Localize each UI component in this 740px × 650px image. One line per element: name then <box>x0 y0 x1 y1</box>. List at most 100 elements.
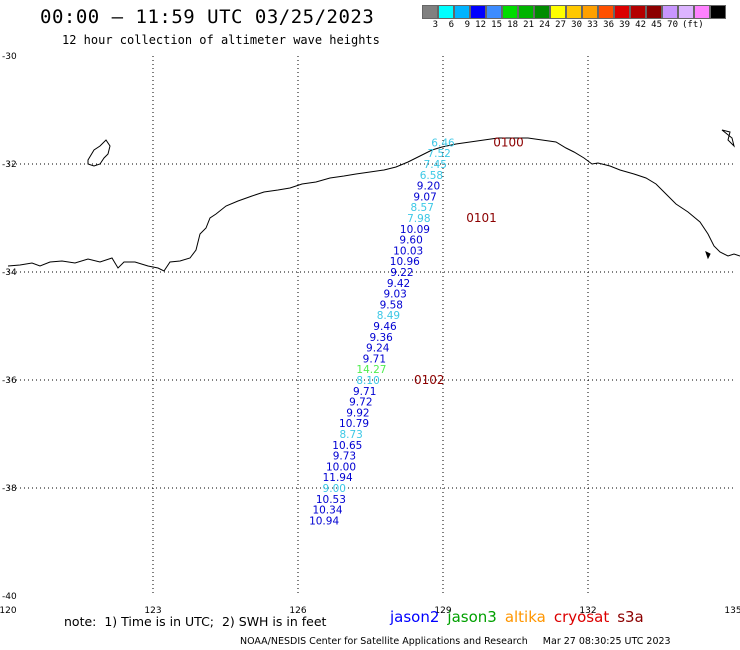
eastern-inlet <box>721 129 735 148</box>
satellite-label: altika <box>504 608 546 626</box>
swh-label: 9.20 <box>417 181 440 193</box>
legend-label: 3 <box>432 20 438 30</box>
lon-tick-label: 132 <box>579 606 596 616</box>
coastline <box>7 129 740 272</box>
swh-label: 9.72 <box>349 397 372 409</box>
australia-south-coast <box>7 137 740 272</box>
legend-swatch <box>550 5 566 19</box>
swh-label: 8.49 <box>377 310 400 322</box>
port-marker <box>705 251 711 260</box>
lon-tick-label: 135 <box>724 606 740 616</box>
swh-label: 9.73 <box>333 451 356 463</box>
lat-tick-label: -30 <box>2 52 17 62</box>
time-label: 0101 <box>466 211 497 225</box>
legend-label: 36 <box>603 20 614 30</box>
legend-label: 15 <box>491 20 502 30</box>
legend-swatch <box>534 5 550 19</box>
swh-label: 6.58 <box>420 170 443 182</box>
swh-label: 10.96 <box>390 256 420 268</box>
satellite-label: cryosat <box>553 608 610 626</box>
swh-label: 9.92 <box>346 407 369 419</box>
swh-label: 10.65 <box>332 440 362 452</box>
legend-label: 45 <box>651 20 662 30</box>
swh-label: 9.71 <box>363 353 386 365</box>
swh-label: 10.00 <box>326 461 356 473</box>
legend-swatch <box>598 5 614 19</box>
swh-label: 10.94 <box>309 515 339 527</box>
swh-label: 8.73 <box>339 429 362 441</box>
legend-label: 27 <box>555 20 566 30</box>
swh-label: 7.98 <box>407 213 430 225</box>
lon-tick-label: 120 <box>0 606 17 616</box>
swh-label: 9.00 <box>323 483 346 495</box>
swh-label: 9.03 <box>383 289 406 301</box>
swh-label: 14.27 <box>356 364 386 376</box>
legend-labels: 3 6 9 12 15 18 21 24 27 30 33 36 39 42 45 70 (ft) <box>422 20 726 30</box>
map-subtitle: 12 hour collection of altimeter wave hei… <box>62 33 380 47</box>
swh-label: 9.60 <box>399 235 422 247</box>
map-title: 00:00 – 11:59 UTC 03/25/2023 <box>40 6 375 28</box>
axis-ticks: 120 123 126 129 132 135 -30 -32 -34 -36 -38 -40 <box>0 52 740 616</box>
lon-tick-label: 129 <box>434 606 451 616</box>
legend-swatch <box>422 5 438 19</box>
swh-label: 10.03 <box>393 245 423 257</box>
legend-label: 30 <box>571 20 582 30</box>
lon-tick-label: 126 <box>289 606 306 616</box>
swh-label: 9.24 <box>366 343 390 355</box>
legend-unit: (ft) <box>682 20 704 30</box>
swh-label: 10.34 <box>312 505 342 517</box>
legend-swatch <box>694 5 710 19</box>
lat-tick-label: -38 <box>2 484 17 494</box>
legend-label: 9 <box>464 20 470 30</box>
swh-label: 11.94 <box>323 472 353 484</box>
legend-swatch <box>518 5 534 19</box>
legend-swatch <box>662 5 678 19</box>
swh-label: 9.71 <box>353 386 376 398</box>
swh-label: 8.57 <box>411 202 434 214</box>
lat-tick-label: -34 <box>2 268 17 278</box>
swh-label: 6.46 <box>431 137 455 149</box>
graticule <box>8 56 733 596</box>
legend-label: 21 <box>523 20 534 30</box>
legend-swatch <box>678 5 694 19</box>
legend-swatch <box>630 5 646 19</box>
legend-label: 18 <box>507 20 518 30</box>
swh-label: 9.42 <box>387 278 410 290</box>
swh-label: 7.52 <box>427 148 450 160</box>
satellite-label: s3a <box>617 608 644 626</box>
legend-swatch <box>710 5 726 19</box>
time-label: 0100 <box>493 135 524 149</box>
lat-tick-label: -32 <box>2 160 17 170</box>
legend-label: 12 <box>475 20 486 30</box>
satellite-label: jason3 <box>447 608 497 626</box>
legend-swatch <box>566 5 582 19</box>
legend-label: 42 <box>635 20 646 30</box>
legend-swatch <box>454 5 470 19</box>
color-legend: 3 6 9 12 15 18 21 24 27 30 33 36 39 42 45 70 (ft) <box>422 5 726 30</box>
legend-swatch <box>470 5 486 19</box>
credit-line: NOAA/NESDIS Center for Satellite Applica… <box>240 636 671 647</box>
swh-label: 8.10 <box>356 375 379 387</box>
swh-label: 10.53 <box>316 494 346 506</box>
lat-tick-label: -36 <box>2 376 17 386</box>
swh-label: 10.09 <box>400 224 430 236</box>
legend-label: 24 <box>539 20 550 30</box>
legend-swatch <box>438 5 454 19</box>
swh-label: 9.46 <box>373 321 397 333</box>
swh-label: 9.07 <box>413 191 436 203</box>
footer-note: note: 1) Time is in UTC; 2) SWH is in fe… <box>64 614 327 629</box>
swh-label: 9.22 <box>390 267 413 279</box>
legend-swatch <box>502 5 518 19</box>
satellite-label: jason2 <box>390 608 440 626</box>
legend-label: 33 <box>587 20 598 30</box>
swh-label: 10.79 <box>339 418 369 430</box>
swh-label: 7.45 <box>424 159 447 171</box>
swh-label: 9.36 <box>369 332 393 344</box>
time-label: 0102 <box>414 373 445 387</box>
legend-label: 6 <box>448 20 454 30</box>
lon-tick-label: 123 <box>144 606 161 616</box>
kangaroo-island <box>87 139 111 167</box>
legend-label: 70 <box>667 20 678 30</box>
legend-swatches <box>422 5 726 19</box>
